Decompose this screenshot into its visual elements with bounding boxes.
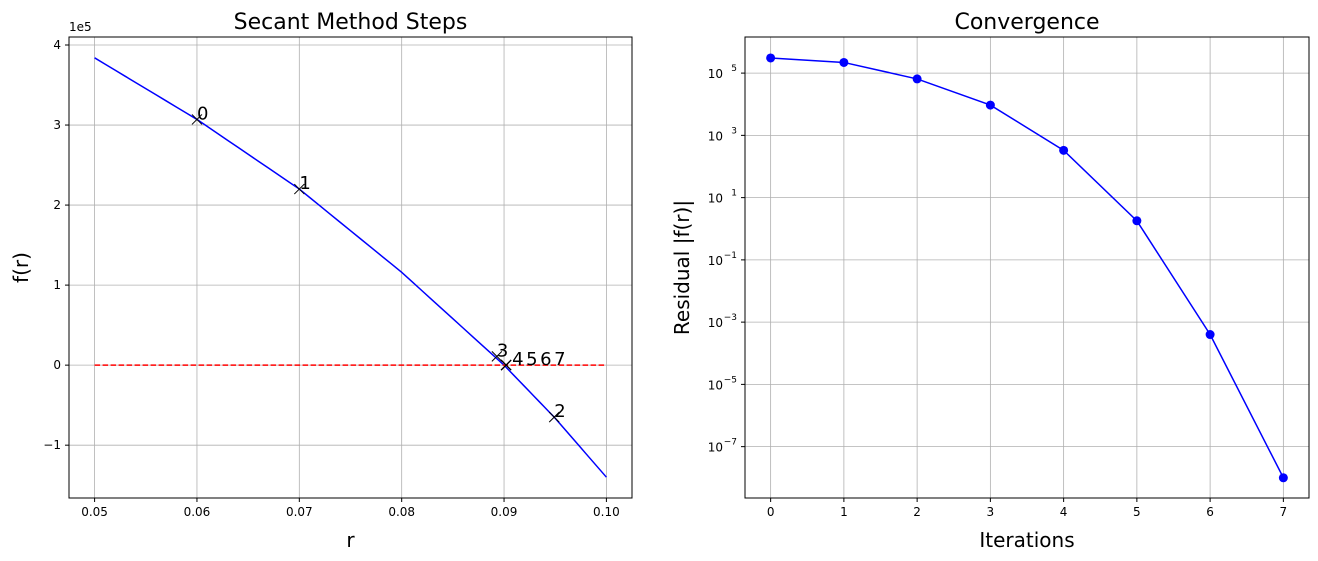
step-label: 7	[554, 349, 565, 370]
chart-title: Secant Method Steps	[234, 10, 468, 35]
y-tick-exponent: −5	[724, 375, 737, 385]
step-label: 5	[526, 349, 537, 370]
y-tick-exponent: −3	[724, 313, 737, 323]
residual-point	[766, 53, 776, 63]
step-label: 0	[197, 103, 208, 124]
step-label: 6	[540, 349, 551, 370]
residual-point	[1205, 330, 1215, 340]
residual-point	[1132, 216, 1142, 226]
residual-point	[912, 74, 922, 84]
step-marker	[293, 183, 305, 195]
y-tick-label: 3	[53, 118, 61, 132]
y-axis-label: Residual |f(r)|	[670, 200, 694, 335]
residual-point	[839, 57, 849, 67]
x-tick-label: 0.06	[184, 505, 211, 519]
step-marker	[548, 411, 560, 423]
residual-point	[1278, 473, 1288, 483]
x-tick-label: 7	[1280, 505, 1288, 519]
y-tick-exponent: −7	[724, 438, 737, 448]
y-tick-exponent: 1	[731, 189, 737, 199]
function-curve	[94, 57, 607, 478]
step-marker	[500, 359, 512, 371]
y-tick-label: 10	[708, 67, 723, 81]
y-tick-label: 1	[53, 278, 61, 292]
x-tick-label: 0	[767, 505, 775, 519]
x-tick-label: 3	[987, 505, 995, 519]
y-tick-exponent: −1	[724, 251, 737, 261]
x-tick-label: 0.05	[81, 505, 108, 519]
y-offset-label: 1e5	[69, 20, 92, 34]
x-tick-label: 0.08	[388, 505, 415, 519]
y-tick-exponent: 5	[731, 64, 737, 74]
step-label: 3	[497, 340, 508, 361]
y-tick-label: 10	[708, 316, 723, 330]
residual-point	[985, 100, 995, 110]
y-tick-label: 10	[708, 129, 723, 143]
x-tick-label: 6	[1206, 505, 1214, 519]
y-tick-label: 10	[708, 441, 723, 455]
y-tick-label: 4	[53, 38, 61, 52]
step-label: 2	[554, 401, 565, 422]
residual-point	[1059, 145, 1069, 155]
step-label: 1	[299, 173, 310, 194]
y-tick-label: −1	[43, 438, 61, 452]
y-tick-label: 10	[708, 254, 723, 268]
axes-frame	[68, 36, 633, 499]
y-tick-label: 10	[708, 378, 723, 392]
y-tick-exponent: 3	[731, 126, 737, 136]
y-tick-label: 2	[53, 198, 61, 212]
y-tick-label: 10	[708, 192, 723, 206]
y-axis-label: f(r)	[9, 252, 33, 283]
x-tick-label: 0.07	[286, 505, 313, 519]
x-tick-label: 0.09	[491, 505, 518, 519]
x-axis-label: Iterations	[979, 528, 1074, 552]
y-tick-label: 0	[53, 358, 61, 372]
x-tick-label: 4	[1060, 505, 1068, 519]
x-tick-label: 0.10	[593, 505, 620, 519]
x-tick-label: 2	[913, 505, 921, 519]
residual-line	[770, 57, 1285, 479]
step-label: 4	[512, 349, 523, 370]
x-tick-label: 1	[840, 505, 848, 519]
step-marker	[191, 114, 203, 125]
chart-title: Convergence	[954, 10, 1099, 35]
x-axis-label: r	[346, 528, 355, 552]
x-tick-label: 5	[1133, 505, 1141, 519]
axes-frame	[744, 36, 1310, 499]
step-marker	[491, 350, 503, 362]
